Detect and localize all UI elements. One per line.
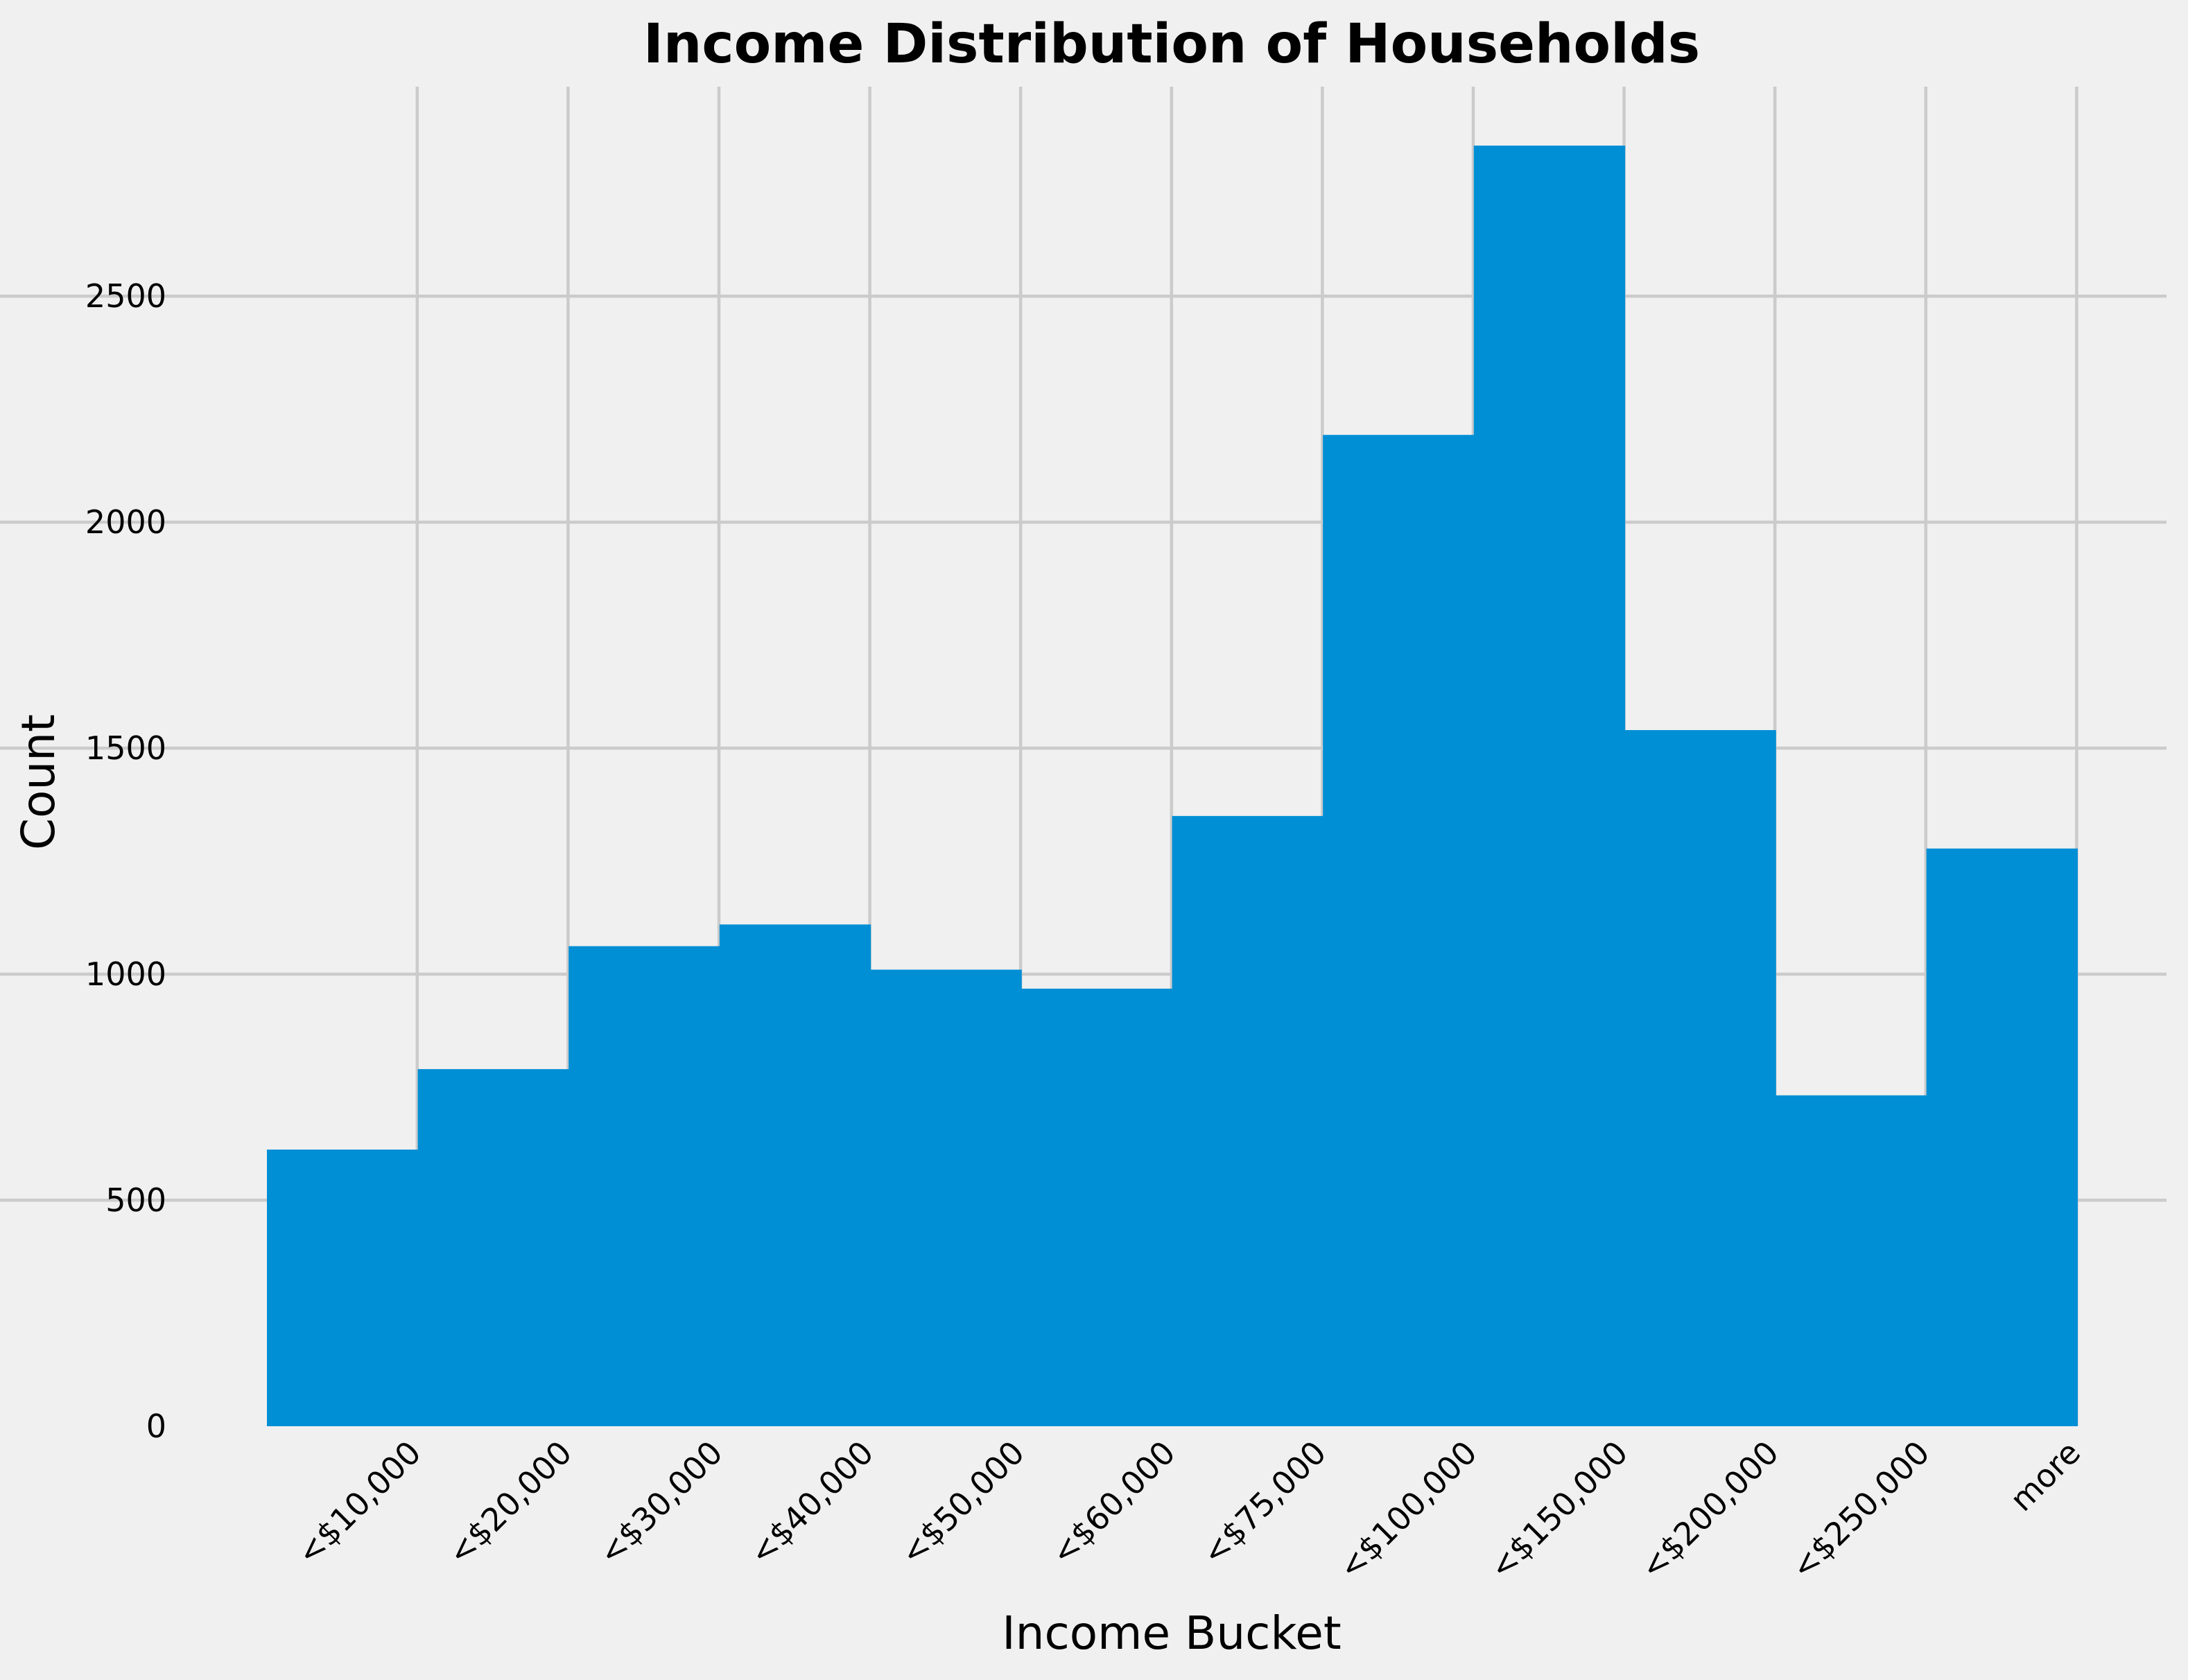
bar-4 — [870, 969, 1022, 1426]
bar-2 — [568, 946, 720, 1426]
bar-1 — [417, 1068, 569, 1426]
x-axis-label: Income Bucket — [1002, 1607, 1342, 1660]
bar-10 — [1775, 1095, 1927, 1426]
y-tick-label: 1500 — [85, 729, 166, 767]
bar-9 — [1624, 729, 1776, 1426]
y-tick-label: 2500 — [85, 277, 166, 315]
y-tick-label: 1000 — [85, 955, 166, 993]
bar-8 — [1473, 146, 1626, 1426]
bar-5 — [1021, 988, 1173, 1426]
bars — [267, 146, 2078, 1426]
chart-title: Income Distribution of Households — [643, 13, 1700, 76]
bar-6 — [1172, 815, 1323, 1426]
y-tick-labels: 0 500 1000 1500 2000 2500 — [85, 277, 166, 1445]
bar-3 — [719, 924, 871, 1426]
bar-7 — [1323, 435, 1475, 1426]
y-tick-label: 0 — [146, 1408, 166, 1445]
y-axis-label: Count — [12, 714, 65, 850]
bar-11 — [1926, 848, 2078, 1426]
bar-0 — [267, 1150, 419, 1426]
y-tick-label: 500 — [105, 1181, 166, 1219]
y-tick-label: 2000 — [85, 503, 166, 541]
